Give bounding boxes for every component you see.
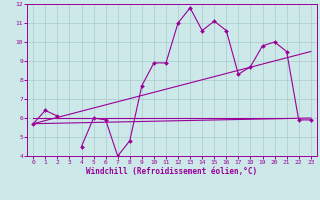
X-axis label: Windchill (Refroidissement éolien,°C): Windchill (Refroidissement éolien,°C) bbox=[86, 167, 258, 176]
